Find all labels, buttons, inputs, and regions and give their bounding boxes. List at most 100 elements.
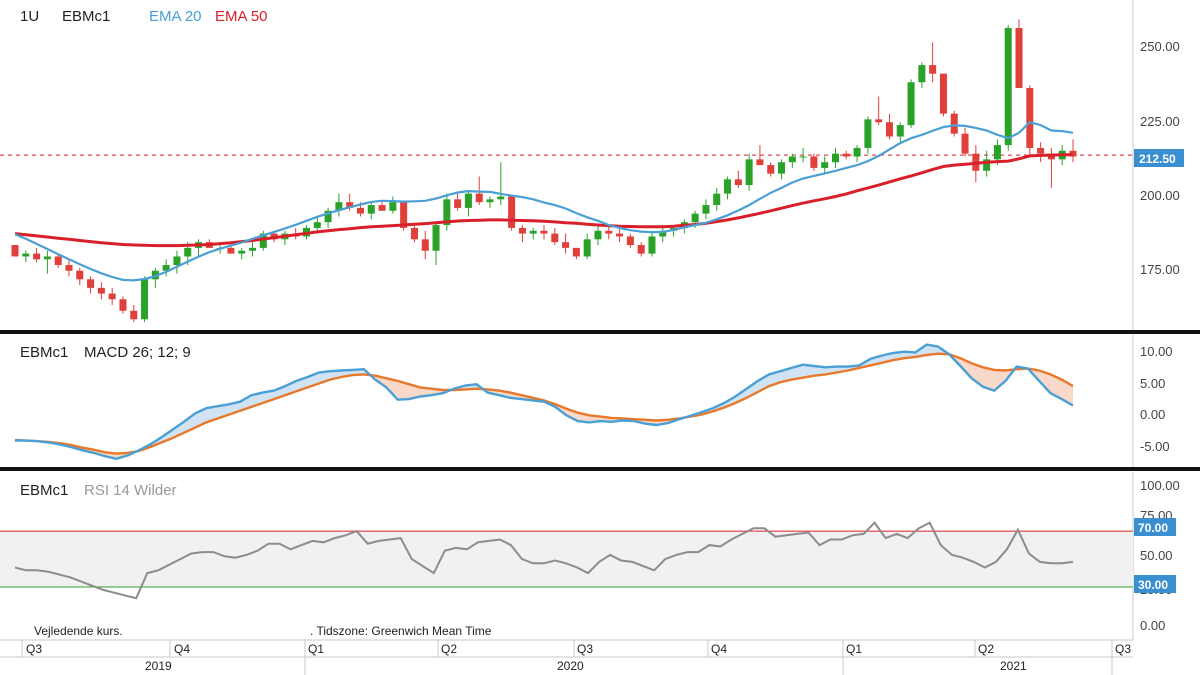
candle	[108, 287, 116, 306]
candle-body	[616, 233, 624, 237]
rsi-level-badges: 70.00 30.00	[1134, 518, 1176, 593]
candle-body	[65, 265, 73, 271]
macd-fill-segment	[746, 380, 758, 398]
candle	[518, 225, 526, 243]
macd-fill-segment	[408, 384, 421, 400]
candle-body	[54, 256, 62, 266]
candle-body	[799, 156, 807, 158]
candle	[33, 247, 41, 263]
candle	[508, 196, 516, 231]
candle	[853, 145, 861, 163]
macd-plot[interactable]	[14, 343, 1074, 461]
candle-body	[324, 210, 332, 223]
quarter-label: Q2	[441, 642, 457, 656]
interval-label[interactable]: 1U	[20, 8, 39, 25]
candle-body	[626, 236, 634, 246]
candle-body	[756, 159, 764, 166]
candle	[87, 276, 95, 294]
macd-tick-label: 10.00	[1140, 344, 1173, 359]
candle	[43, 250, 51, 274]
candle	[842, 150, 850, 160]
candle-body	[961, 133, 969, 154]
candle	[119, 296, 127, 314]
ema50-legend: EMA 50	[215, 8, 268, 25]
candle	[238, 247, 246, 260]
rsi-tick-label: 100.00	[1140, 478, 1180, 493]
candle	[464, 190, 472, 217]
candle	[529, 227, 537, 240]
candle	[540, 225, 548, 240]
candle-body	[184, 247, 192, 257]
panel-separator-1	[0, 330, 1200, 334]
rsi-band	[0, 531, 1133, 588]
candle	[907, 79, 915, 128]
candle-body	[335, 202, 343, 211]
rsi-tick-label: 50.00	[1140, 548, 1173, 563]
year-label: 2020	[557, 659, 584, 673]
candle	[939, 73, 947, 117]
candle	[778, 159, 786, 180]
macd-tick-label: -5.00	[1140, 439, 1170, 454]
year-label: 2019	[145, 659, 172, 673]
candle-body	[130, 310, 138, 320]
candle	[594, 225, 602, 246]
candle-body	[767, 165, 775, 174]
candle-body	[788, 156, 796, 163]
price-legend: 1U EBMc1 EMA 20 EMA 50	[20, 8, 268, 25]
candle	[1037, 142, 1045, 163]
candle-body	[367, 205, 375, 214]
candle-body	[475, 193, 483, 203]
candle-body	[637, 245, 645, 254]
candle	[76, 267, 84, 286]
candle-body	[605, 230, 613, 234]
candle-body	[648, 236, 656, 254]
ema50-line	[14, 153, 1073, 248]
macd-fill-segment	[735, 388, 747, 403]
candle-body	[443, 199, 451, 226]
macd-line	[15, 343, 1074, 461]
candle-body	[929, 65, 937, 74]
candle	[486, 196, 494, 208]
candle	[130, 305, 138, 323]
quarter-label: Q1	[308, 642, 324, 656]
candle	[702, 199, 710, 220]
candle	[141, 276, 149, 323]
candle-body	[508, 196, 516, 228]
macd-symbol-label: EBMc1	[20, 344, 68, 361]
candle	[162, 259, 170, 277]
ema20-line	[14, 120, 1074, 282]
candle	[734, 170, 742, 188]
symbol-label: EBMc1	[62, 8, 110, 25]
candle	[961, 127, 969, 157]
candle-body	[702, 205, 710, 214]
indicative-price-note: Vejledende kurs.	[34, 624, 123, 638]
rsi-tick-label: 0.00	[1140, 618, 1165, 633]
candle	[1026, 85, 1034, 157]
candle-body	[745, 159, 753, 186]
candle	[97, 282, 105, 300]
candle	[421, 230, 429, 260]
rsi-symbol-label: EBMc1	[20, 482, 68, 499]
candle-body	[529, 230, 537, 234]
candle-body	[259, 233, 267, 248]
macd-fill-segment	[397, 380, 409, 400]
candle-body	[821, 162, 829, 168]
candle-body	[950, 113, 958, 134]
candle	[454, 193, 462, 211]
candle-body	[119, 299, 127, 311]
candle	[583, 233, 591, 260]
rsi-plot[interactable]	[0, 521, 1133, 600]
candle	[724, 176, 732, 200]
candle-body	[238, 250, 246, 254]
candle-body	[907, 82, 915, 126]
candle-body	[1004, 27, 1012, 146]
candle	[249, 242, 257, 257]
price-tick-label: 175.00	[1140, 262, 1180, 277]
rsi-legend: EBMc1 RSI 14 Wilder	[20, 482, 177, 499]
candle-body	[1015, 27, 1023, 88]
ema20-legend: EMA 20	[149, 8, 202, 25]
price-plot[interactable]	[0, 19, 1133, 323]
candle-body	[810, 156, 818, 168]
candle-body	[875, 119, 883, 123]
